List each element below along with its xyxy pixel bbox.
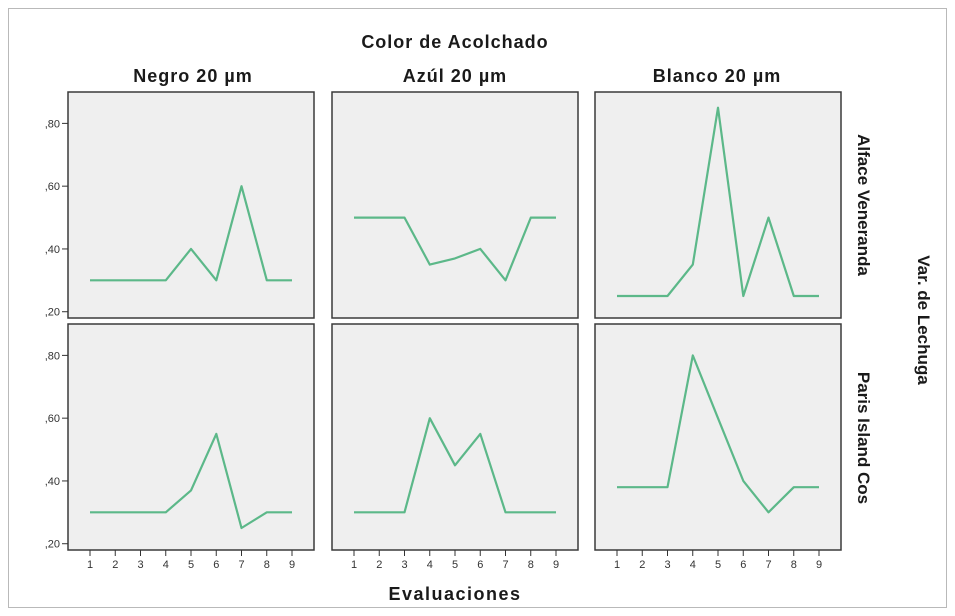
- x-tick-label: 9: [289, 559, 295, 571]
- series-line: [354, 216, 556, 282]
- y-tick-label: ,60: [45, 181, 60, 193]
- column-title-3: Blanco 20 µm: [653, 66, 781, 86]
- panel-background: [331, 323, 579, 551]
- row-axis-title: Var. de Lechuga: [914, 255, 933, 385]
- x-axis-label: Evaluaciones: [388, 584, 521, 604]
- x-tick-label: 4: [690, 559, 696, 571]
- x-tick-label: 5: [188, 559, 194, 571]
- panel-2-3: 1 2 3 4 5 6 7 8 9: [594, 323, 842, 571]
- row-title-2: Paris Island Cos: [854, 372, 873, 504]
- y-tick-label: ,40: [45, 244, 60, 256]
- chart-title: Color de Acolchado: [361, 32, 548, 52]
- x-tick-label: 4: [163, 559, 169, 571]
- x-tick-label: 5: [452, 559, 458, 571]
- x-tick-label: 8: [264, 559, 270, 571]
- x-tick-label: 1: [351, 559, 357, 571]
- x-tick-label: 4: [427, 559, 433, 571]
- x-tick-label: 9: [553, 559, 559, 571]
- series-line: [617, 354, 819, 514]
- panel-1-2: [331, 91, 579, 319]
- row-title-1: Alface Veneranda: [854, 134, 873, 276]
- x-tick-label: 7: [502, 559, 508, 571]
- x-tick-label: 2: [376, 559, 382, 571]
- x-tick-label: 3: [664, 559, 670, 571]
- x-tick-label: 9: [816, 559, 822, 571]
- y-tick-label: ,20: [45, 539, 60, 551]
- y-tick-label: ,80: [45, 118, 60, 130]
- x-tick-label: 6: [740, 559, 746, 571]
- x-tick-label: 5: [715, 559, 721, 571]
- column-title-1: Negro 20 µm: [133, 66, 252, 86]
- series-line: [90, 185, 292, 282]
- panel-2-1: ,20 ,40 ,60 ,80 1 2 3 4 5 6 7 8 9: [45, 323, 315, 571]
- column-title-2: Azúl 20 µm: [403, 66, 507, 86]
- x-tick-label: 6: [477, 559, 483, 571]
- series-line: [617, 106, 819, 298]
- x-tick-label: 2: [112, 559, 118, 571]
- panel-background: [331, 91, 579, 319]
- x-tick-label: 1: [87, 559, 93, 571]
- y-tick-label: ,80: [45, 350, 60, 362]
- x-tick-label: 8: [528, 559, 534, 571]
- panel-background: [594, 91, 842, 319]
- x-tick-label: 7: [238, 559, 244, 571]
- y-tick-label: ,20: [45, 307, 60, 319]
- x-tick-label: 1: [614, 559, 620, 571]
- panel-background: [594, 323, 842, 551]
- panel-2-2: 1 2 3 4 5 6 7 8 9: [331, 323, 579, 571]
- panel-background: [67, 91, 315, 319]
- y-tick-label: ,60: [45, 413, 60, 425]
- x-tick-label: 6: [213, 559, 219, 571]
- panel-background: [67, 323, 315, 551]
- panel-grid: ,20 ,40 ,60 ,80 ,20 ,40 ,60 ,80 1 2 3 4 5 6 7 8 9 1 2 3 4 5 6 7…: [45, 91, 842, 571]
- panel-1-1: ,20 ,40 ,60 ,80: [45, 91, 315, 319]
- series-line: [354, 417, 556, 514]
- x-tick-label: 2: [639, 559, 645, 571]
- series-line: [90, 432, 292, 530]
- panel-1-3: [594, 91, 842, 319]
- x-tick-label: 3: [137, 559, 143, 571]
- x-tick-label: 8: [791, 559, 797, 571]
- x-tick-label: 7: [765, 559, 771, 571]
- y-tick-label: ,40: [45, 476, 60, 488]
- x-tick-label: 3: [401, 559, 407, 571]
